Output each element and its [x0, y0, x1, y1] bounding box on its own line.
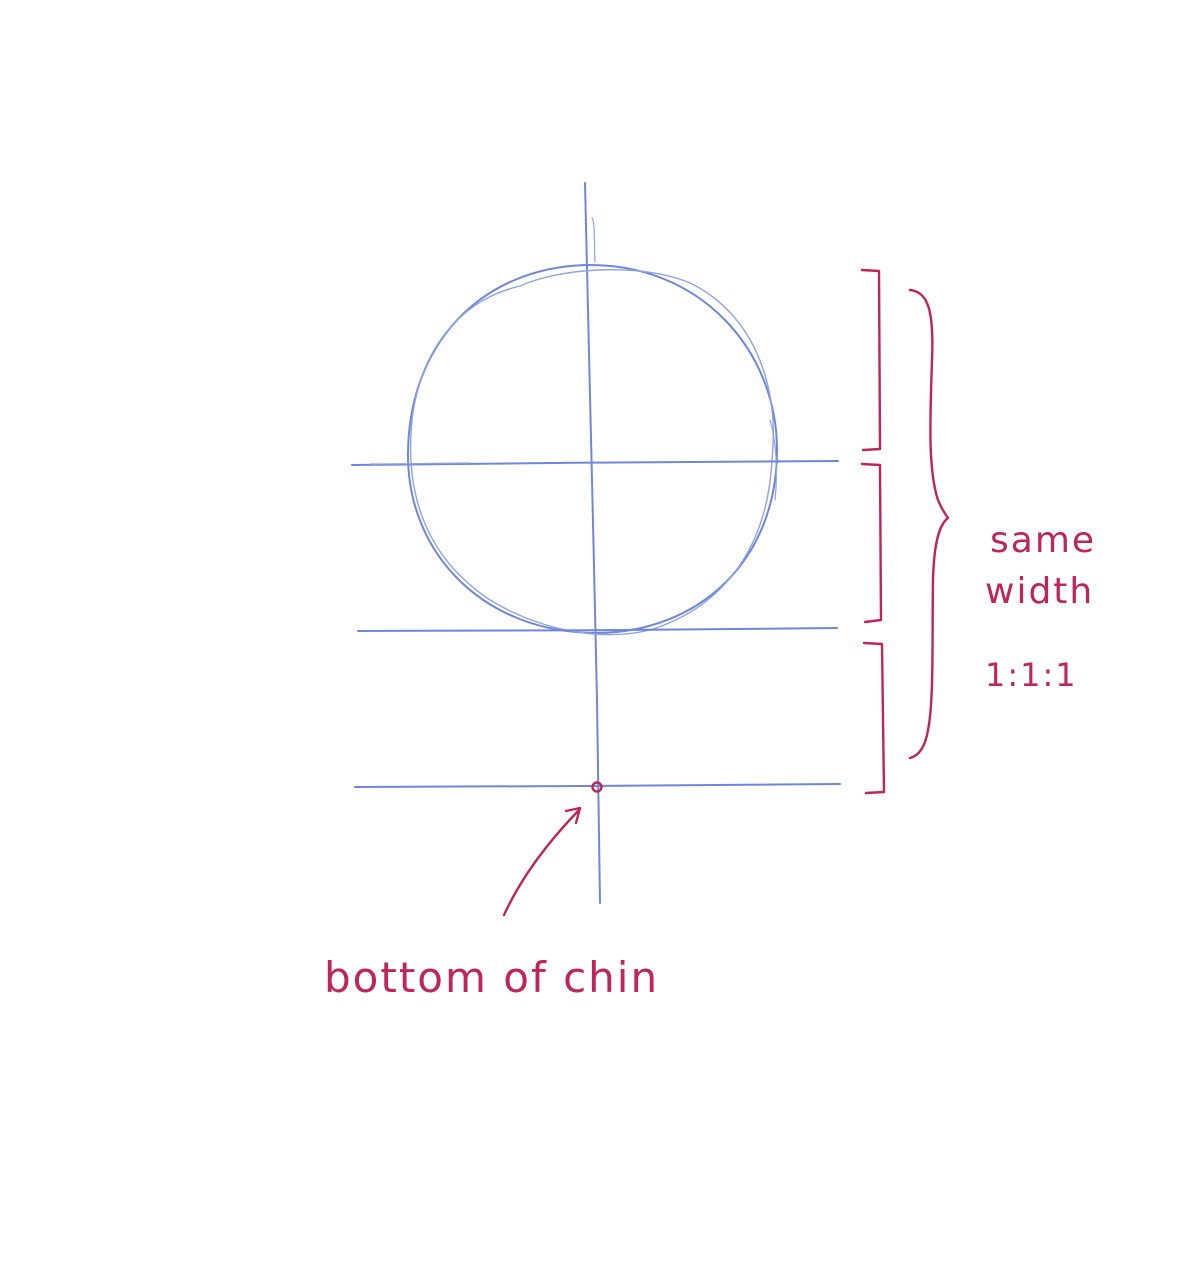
arrow-to-chin: [502, 806, 582, 917]
label-width: width: [985, 571, 1094, 612]
section-bracket-bottom: [862, 641, 886, 795]
curly-brace: [908, 288, 950, 760]
cranium-circle: [407, 263, 778, 636]
section-bracket-top: [860, 268, 882, 452]
chin-point-marker: [591, 781, 603, 793]
horizontal-line-nose: [357, 627, 838, 632]
section-bracket-middle: [860, 462, 883, 624]
label-ratio: 1:1:1: [985, 656, 1078, 694]
horizontal-line-chin: [354, 783, 841, 788]
horizontal-line-brow: [351, 460, 839, 466]
vertical-center-line: [584, 182, 601, 904]
label-same: same: [990, 520, 1096, 561]
label-bottom-of-chin: bottom of chin: [324, 953, 659, 1002]
